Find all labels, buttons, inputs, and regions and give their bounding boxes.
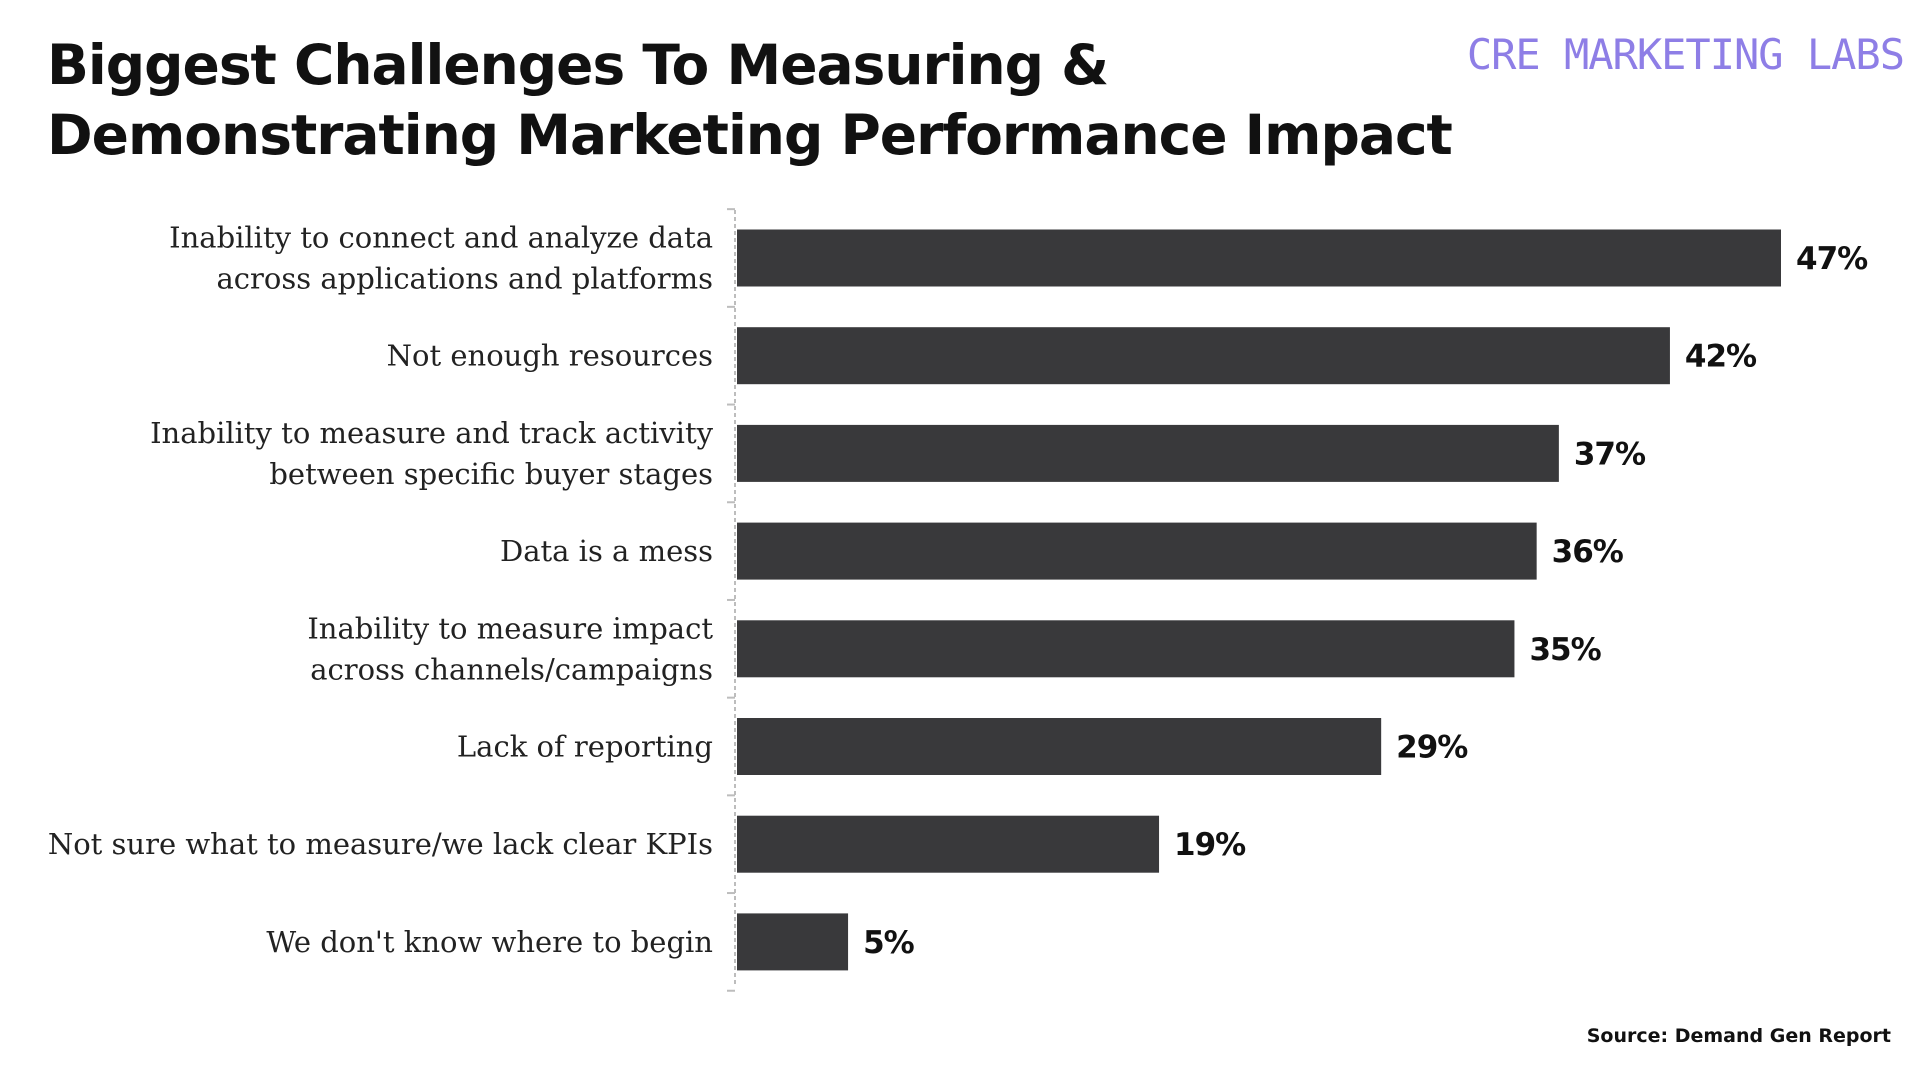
value-label: 37% xyxy=(1574,436,1646,472)
category-label: We don't know where to begin xyxy=(266,925,713,959)
category-label: Inability to connect and analyze data acr… xyxy=(169,221,713,296)
category-label: Not sure what to measure/we lack clear K… xyxy=(48,827,713,861)
bars xyxy=(737,229,1781,971)
value-label: 47% xyxy=(1796,241,1868,277)
category-label: Inability to measure and track activity b… xyxy=(150,416,714,491)
category-label-line: Lack of reporting xyxy=(457,730,713,764)
value-label: 5% xyxy=(863,925,915,961)
bar xyxy=(737,620,1515,678)
category-label-line: across applications and platforms xyxy=(217,262,713,296)
chart-title-line-1: Biggest Challenges To Measuring & xyxy=(47,33,1109,97)
bar xyxy=(737,718,1382,775)
bar xyxy=(737,913,849,971)
category-label-line: across channels/campaigns xyxy=(310,652,713,686)
category-label-line: Inability to connect and analyze data xyxy=(169,221,713,255)
category-label: Inability to measure impact across channe… xyxy=(307,611,713,686)
source-note: Source: Demand Gen Report xyxy=(1586,1025,1891,1047)
category-label-line: Data is a mess xyxy=(500,534,713,568)
value-label: 42% xyxy=(1685,339,1757,375)
bar xyxy=(737,522,1537,580)
value-label: 19% xyxy=(1174,827,1246,863)
category-label-line: Not enough resources xyxy=(387,339,713,373)
category-labels: Inability to connect and analyze data acr… xyxy=(48,221,714,959)
category-label-line: between specific buyer stages xyxy=(269,457,713,491)
value-label: 35% xyxy=(1529,632,1601,668)
category-label-line: Inability to measure impact xyxy=(307,611,713,645)
category-label: Data is a mess xyxy=(500,534,713,568)
category-label: Not enough resources xyxy=(387,339,713,373)
value-labels: 47% 42% 37% 36% 35% 29% 19% 5% xyxy=(863,241,1869,961)
category-label: Lack of reporting xyxy=(457,730,713,764)
category-label-line: Inability to measure and track activity xyxy=(150,416,714,450)
brand-logo: CRE MARKETING LABS xyxy=(1466,30,1905,79)
value-label: 36% xyxy=(1552,534,1624,570)
chart-title-line-2: Demonstrating Marketing Performance Impa… xyxy=(47,103,1453,167)
category-axis xyxy=(727,208,736,992)
bar xyxy=(737,815,1160,873)
chart-title: Biggest Challenges To Measuring & Demons… xyxy=(47,30,1453,170)
bar xyxy=(737,327,1670,385)
category-label-line: We don't know where to begin xyxy=(266,925,713,959)
bar xyxy=(737,424,1559,482)
bar xyxy=(737,229,1781,287)
category-label-line: Not sure what to measure/we lack clear K… xyxy=(48,827,713,861)
value-label: 29% xyxy=(1396,730,1468,766)
